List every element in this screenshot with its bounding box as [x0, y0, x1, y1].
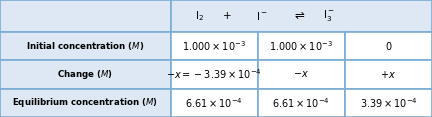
Bar	[0, 60, 171, 89]
Text: $6.61 \times 10^{-4}$: $6.61 \times 10^{-4}$	[185, 96, 243, 110]
Text: Equilibrium concentration ($\mathit{M}$): Equilibrium concentration ($\mathit{M}$)	[13, 96, 158, 109]
Bar	[258, 32, 345, 60]
Bar	[171, 32, 258, 60]
Text: $1.000 \times 10^{-3}$: $1.000 \times 10^{-3}$	[270, 39, 333, 53]
Bar	[171, 89, 258, 117]
Bar	[345, 89, 432, 117]
Bar	[171, 60, 258, 89]
Bar	[0, 32, 171, 60]
Text: $-x$: $-x$	[293, 69, 309, 79]
Text: Initial concentration ($\mathit{M}$): Initial concentration ($\mathit{M}$)	[26, 40, 144, 52]
Bar	[171, 0, 432, 32]
Text: $\rightleftharpoons$: $\rightleftharpoons$	[292, 9, 305, 22]
Text: $-x = -3.39 \times 10^{-4}$: $-x = -3.39 \times 10^{-4}$	[166, 67, 262, 81]
Text: I$_3^-$: I$_3^-$	[323, 8, 335, 23]
Text: $1.000 \times 10^{-3}$: $1.000 \times 10^{-3}$	[182, 39, 246, 53]
Text: $6.61 \times 10^{-4}$: $6.61 \times 10^{-4}$	[273, 96, 330, 110]
Text: I$^-$: I$^-$	[256, 10, 268, 22]
Text: $0$: $0$	[384, 40, 392, 52]
Bar	[345, 32, 432, 60]
Bar	[0, 89, 171, 117]
Bar	[258, 60, 345, 89]
Text: $+$: $+$	[222, 10, 232, 21]
Text: I$_2$: I$_2$	[195, 9, 204, 23]
Bar	[258, 89, 345, 117]
Bar	[0, 0, 171, 32]
Text: $+x$: $+x$	[381, 69, 397, 80]
Text: $3.39 \times 10^{-4}$: $3.39 \times 10^{-4}$	[359, 96, 417, 110]
Bar	[345, 60, 432, 89]
Text: Change ($\mathit{M}$): Change ($\mathit{M}$)	[57, 68, 113, 81]
